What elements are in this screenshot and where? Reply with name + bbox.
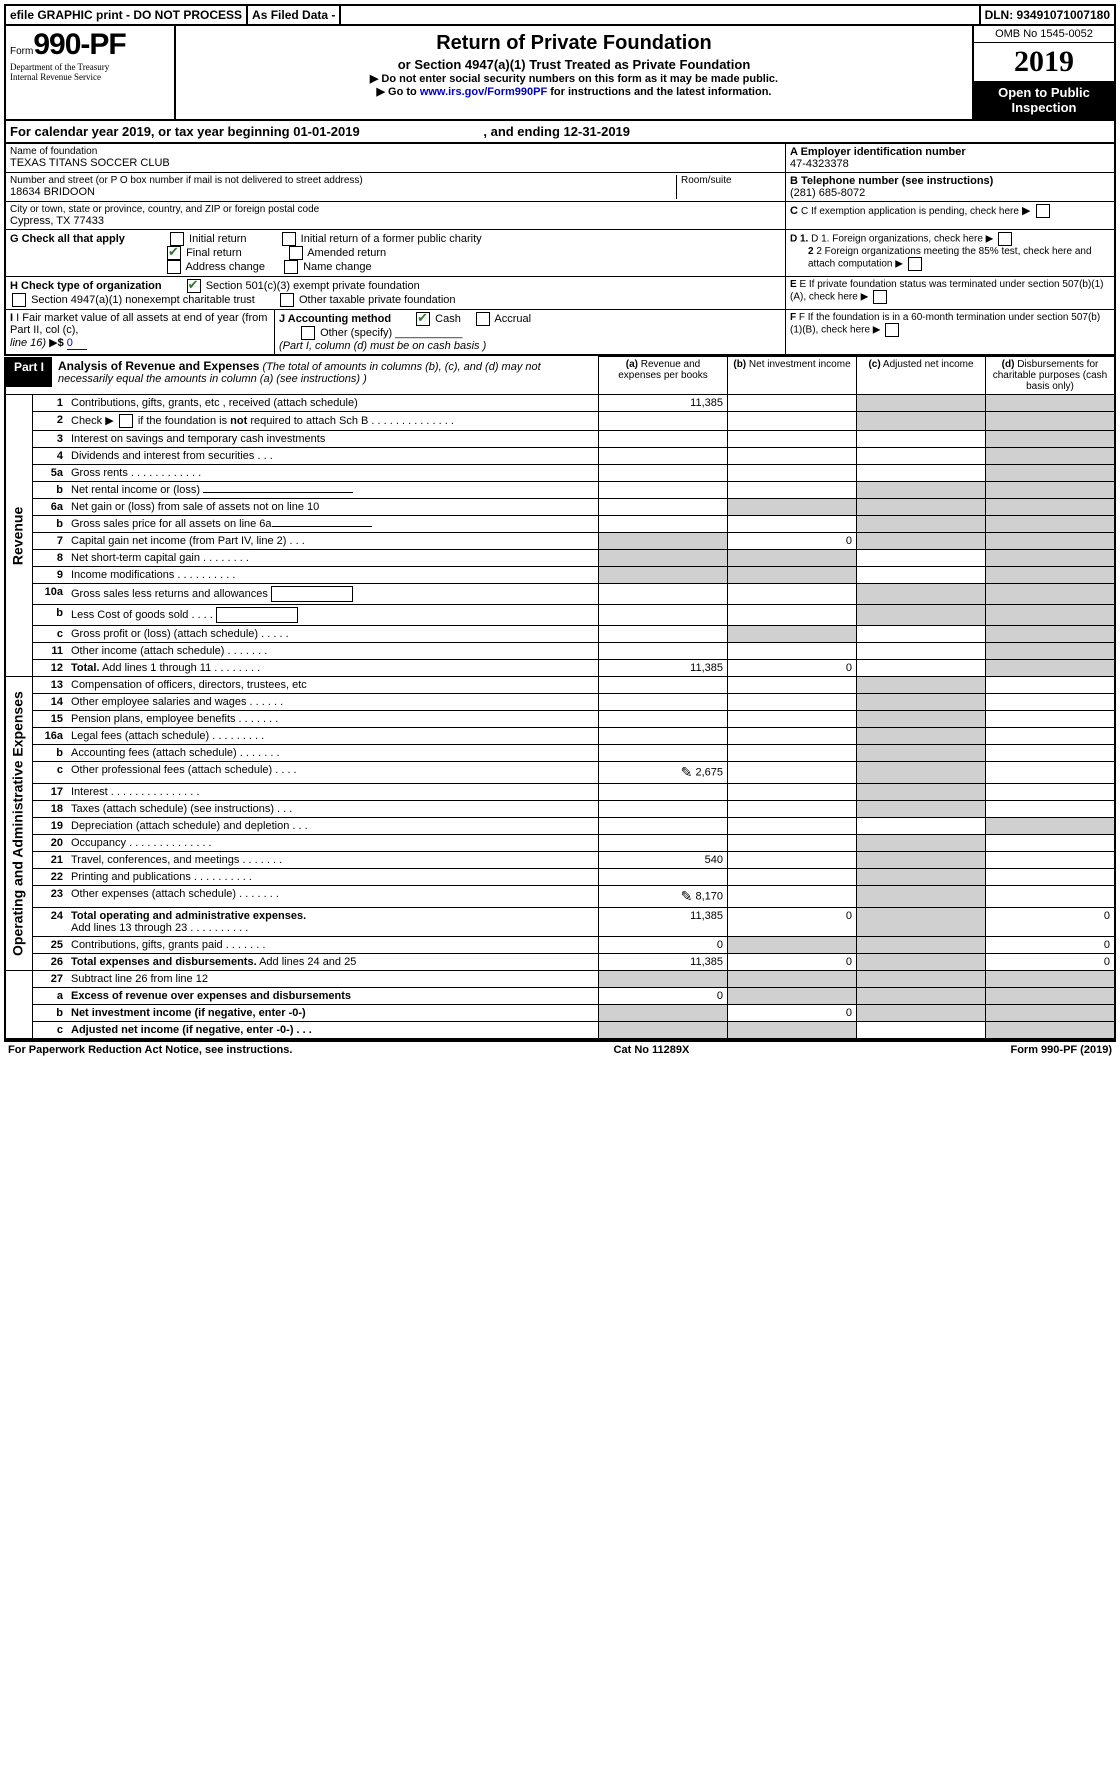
box-f-checkbox[interactable] — [885, 323, 899, 337]
ssn-warning: Do not enter social security numbers on … — [381, 73, 778, 85]
tax-year: 2019 — [974, 43, 1114, 81]
efile-notice: efile GRAPHIC print - DO NOT PROCESS — [6, 6, 248, 24]
box-e-cell: E E If private foundation status was ter… — [786, 277, 1114, 310]
pen-icon: ✎ — [681, 888, 693, 904]
paperwork-notice: For Paperwork Reduction Act Notice, see … — [8, 1044, 292, 1056]
entity-info-block: Name of foundation TEXAS TITANS SOCCER C… — [4, 144, 1116, 356]
form-title-block: Return of Private Foundation or Section … — [176, 26, 972, 119]
sec4947-checkbox[interactable] — [12, 293, 26, 307]
box-i-cell: I I Fair market value of all assets at e… — [6, 310, 275, 354]
sec501-checkbox[interactable] — [187, 279, 201, 293]
form-title: Return of Private Foundation — [180, 32, 968, 55]
street-address: 18634 BRIDOON — [10, 186, 676, 198]
form-id-block: Form990-PF Department of the Treasury In… — [6, 26, 176, 119]
irs-link[interactable]: www.irs.gov/Form990PF — [420, 86, 547, 98]
as-filed-label: As Filed Data - — [248, 6, 341, 24]
col-b-header: (b) Net investment income — [728, 357, 857, 395]
dln-number: DLN: 93491071007180 — [979, 6, 1114, 24]
header-right-block: OMB No 1545-0052 2019 Open to Public Ins… — [972, 26, 1114, 119]
foundation-name-cell: Name of foundation TEXAS TITANS SOCCER C… — [6, 144, 786, 173]
ein-value: 47-4323378 — [790, 158, 1110, 170]
dept-treasury: Department of the Treasury — [10, 62, 170, 72]
dept-irs: Internal Revenue Service — [10, 72, 170, 82]
city-value: Cypress, TX 77433 — [10, 215, 781, 227]
city-cell: City or town, state or province, country… — [6, 202, 786, 230]
address-cell: Number and street (or P O box number if … — [6, 173, 786, 202]
omb-number: OMB No 1545-0052 — [974, 26, 1114, 43]
calendar-year-row: For calendar year 2019, or tax year begi… — [4, 121, 1116, 144]
amended-return-checkbox[interactable] — [289, 246, 303, 260]
box-f-cell: F F If the foundation is in a 60-month t… — [786, 310, 1114, 354]
box-d-cell: D 1. D 1. Foreign organizations, check h… — [786, 230, 1114, 277]
final-return-checkbox[interactable] — [167, 246, 181, 260]
page-footer: For Paperwork Reduction Act Notice, see … — [4, 1040, 1116, 1058]
ein-cell: A Employer identification number 47-4323… — [786, 144, 1114, 173]
col-a-header: (a) Revenue and expenses per books — [599, 357, 728, 395]
revenue-side-label: Revenue — [5, 395, 33, 677]
expenses-side-label: Operating and Administrative Expenses — [5, 677, 33, 971]
box-c-cell: C C If exemption application is pending,… — [786, 202, 1114, 230]
form-header: Form990-PF Department of the Treasury In… — [4, 26, 1116, 121]
schb-checkbox[interactable] — [119, 414, 133, 428]
form-subtitle: or Section 4947(a)(1) Trust Treated as P… — [180, 57, 968, 72]
pen-icon: ✎ — [681, 764, 693, 780]
col-d-header: (d) Disbursements for charitable purpose… — [986, 357, 1116, 395]
col-c-header: (c) Adjusted net income — [857, 357, 986, 395]
phone-cell: B Telephone number (see instructions) (2… — [786, 173, 1114, 202]
initial-former-checkbox[interactable] — [282, 232, 296, 246]
other-method-checkbox[interactable] — [301, 326, 315, 340]
part1-table: Part I Analysis of Revenue and Expenses … — [4, 356, 1116, 1040]
phone-value: (281) 685-8072 — [790, 187, 1110, 199]
box-h-cell: H Check type of organization Section 501… — [6, 277, 786, 310]
box-g-cell: G Check all that apply Initial return In… — [6, 230, 786, 277]
d1-checkbox[interactable] — [998, 232, 1012, 246]
catalog-number: Cat No 11289X — [614, 1044, 690, 1056]
part1-label: Part I — [6, 357, 52, 387]
d2-checkbox[interactable] — [908, 257, 922, 271]
box-e-checkbox[interactable] — [873, 290, 887, 304]
name-change-checkbox[interactable] — [284, 260, 298, 274]
foundation-name: TEXAS TITANS SOCCER CLUB — [10, 157, 781, 169]
fmv-value: 0 — [67, 337, 87, 350]
cash-checkbox[interactable] — [416, 312, 430, 326]
open-public-badge: Open to Public Inspection — [974, 81, 1114, 119]
form-number: 990-PF — [33, 28, 125, 61]
address-change-checkbox[interactable] — [167, 260, 181, 274]
other-taxable-checkbox[interactable] — [280, 293, 294, 307]
top-bar: efile GRAPHIC print - DO NOT PROCESS As … — [4, 4, 1116, 26]
accrual-checkbox[interactable] — [476, 312, 490, 326]
box-j-cell: J Accounting method Cash Accrual Other (… — [275, 310, 786, 354]
box-c-checkbox[interactable] — [1036, 204, 1050, 218]
